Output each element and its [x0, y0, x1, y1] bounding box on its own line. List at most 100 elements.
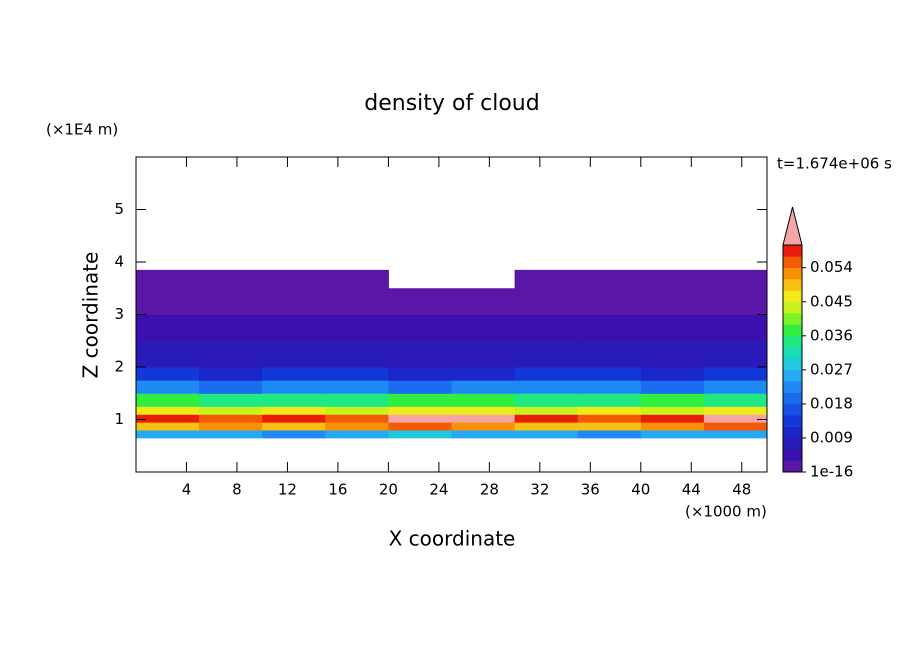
cell — [325, 414, 389, 423]
x-tick-label: 44 — [682, 481, 701, 499]
cell — [703, 414, 768, 423]
cell — [136, 314, 200, 342]
cell — [577, 414, 642, 423]
cell — [640, 380, 705, 394]
x-tick-label: 8 — [232, 481, 242, 499]
cell — [388, 414, 452, 423]
colorbar-tick-label: 0.027 — [810, 360, 853, 378]
cell — [577, 380, 642, 394]
colorbar-swatch — [783, 347, 802, 359]
colorbar-swatch — [783, 267, 802, 280]
cell — [136, 414, 200, 423]
cell — [199, 406, 263, 415]
cell — [640, 414, 705, 423]
cell — [514, 269, 579, 289]
x-tick-label: 40 — [631, 481, 650, 499]
x-tick-label: 28 — [480, 481, 499, 499]
cell — [262, 414, 326, 423]
colorbar-swatch — [783, 460, 802, 473]
colorbar-tick-label: 0.054 — [810, 258, 853, 276]
cell — [325, 314, 389, 342]
cell — [703, 367, 768, 381]
cell — [703, 422, 768, 431]
cell — [451, 340, 516, 368]
x-tick-label: 16 — [328, 481, 347, 499]
cell — [640, 430, 705, 439]
cell — [577, 269, 642, 289]
cell — [451, 288, 516, 315]
colorbar-frame — [782, 244, 803, 473]
x-tick-label: 12 — [278, 481, 297, 499]
cell — [325, 393, 389, 407]
colorbar-swatch — [783, 301, 802, 314]
cell — [388, 422, 452, 431]
chart-title: density of cloud — [364, 91, 539, 116]
y-tick-label: 5 — [114, 200, 124, 218]
colorbar-tick-label: 1e-16 — [810, 463, 853, 481]
colorbar-swatch — [783, 335, 802, 348]
cell — [325, 269, 389, 289]
x-tick-label: 20 — [379, 481, 398, 499]
cell — [577, 314, 642, 342]
colorbar-swatch — [783, 245, 802, 257]
cell — [388, 406, 452, 415]
y-unit: (×1E4 m) — [46, 121, 118, 139]
colorbar-swatch — [783, 290, 802, 303]
cell — [514, 367, 579, 381]
cell — [640, 367, 705, 381]
y-axis-label: Z coordinate — [79, 252, 103, 379]
cell — [136, 430, 200, 439]
colorbar-swatch — [783, 415, 802, 427]
cell — [703, 269, 768, 289]
colorbar-swatch — [783, 256, 802, 268]
cell — [451, 380, 516, 394]
cell — [577, 340, 642, 368]
cell — [325, 340, 389, 368]
cell — [388, 380, 452, 394]
cell — [640, 340, 705, 368]
cell — [451, 367, 516, 381]
cell — [640, 393, 705, 407]
colorbar-swatch — [783, 313, 802, 325]
cell — [325, 406, 389, 415]
cell — [640, 422, 705, 431]
cell — [199, 269, 263, 289]
cell — [136, 380, 200, 394]
cell — [136, 422, 200, 431]
cell — [388, 314, 452, 342]
cell — [325, 430, 389, 439]
colorbar-swatch — [783, 426, 802, 439]
cell — [514, 380, 579, 394]
cell — [514, 340, 579, 368]
cell — [199, 422, 263, 431]
colorbar-extend — [782, 206, 803, 246]
cell — [199, 314, 263, 342]
y-tick-label: 4 — [114, 253, 124, 271]
cell — [640, 288, 705, 315]
colorbar-swatch — [783, 437, 802, 450]
cell — [136, 269, 200, 289]
cell — [514, 314, 579, 342]
cell — [577, 367, 642, 381]
cell — [325, 367, 389, 381]
cell — [577, 422, 642, 431]
cell — [451, 393, 516, 407]
cell — [325, 422, 389, 431]
cell — [514, 288, 579, 315]
cell — [325, 380, 389, 394]
cell — [451, 430, 516, 439]
cell — [703, 380, 768, 394]
colorbar-swatch — [783, 369, 802, 382]
cell — [262, 380, 326, 394]
cell — [262, 314, 326, 342]
cell — [577, 288, 642, 315]
cell — [703, 430, 768, 439]
cell — [577, 430, 642, 439]
cell — [136, 288, 200, 315]
colorbar-swatch — [783, 358, 802, 371]
cell — [640, 269, 705, 289]
x-tick-label: 32 — [530, 481, 549, 499]
cell — [514, 393, 579, 407]
colorbar-swatch — [783, 324, 802, 337]
